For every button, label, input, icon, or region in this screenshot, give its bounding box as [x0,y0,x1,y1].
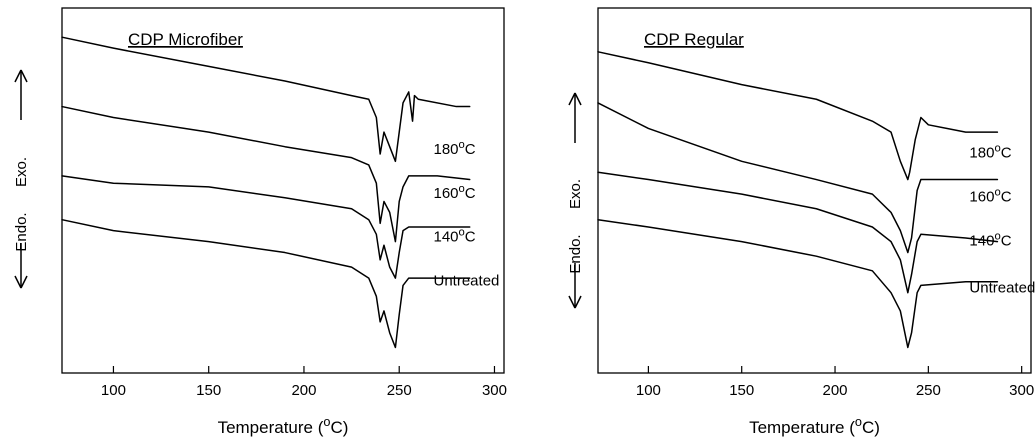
dsc-curve [62,107,470,242]
exo-label: Exo. [13,157,30,187]
x-tick-label: 300 [482,382,507,399]
series-label: 160oC [969,186,1011,205]
series-label: 160oC [434,183,476,202]
x-axis-label: Temperature (oC) [218,414,349,438]
x-tick-label: 250 [916,382,941,399]
x-tick-label: 300 [1009,382,1034,399]
series-label: 140oC [434,227,476,246]
dsc-curve [598,172,997,292]
chart-title: CDP Microfiber [128,30,243,49]
series-label: 140oC [969,230,1011,249]
chart-panel: CDP Microfiber 100 150 200 250 300 Temperature… [13,8,507,437]
x-tick-label: 200 [291,382,316,399]
series-label: 180oC [434,139,476,158]
dsc-curve [598,103,997,253]
dsc-curve [62,176,470,278]
x-axis-label: Temperature (oC) [749,414,880,438]
series-label: 180oC [969,143,1011,162]
chart-title: CDP Regular [644,30,744,49]
series-label: Untreated [969,280,1035,297]
y-axis-direction-label: Exo.Endo. [567,93,584,308]
x-tick-label: 100 [636,382,661,399]
x-tick-label: 150 [196,382,221,399]
dsc-curve [598,52,997,180]
dsc-curve [598,220,997,348]
series-label: Untreated [434,272,500,289]
dsc-curve [62,220,470,348]
x-tick-label: 200 [823,382,848,399]
x-tick-label: 100 [101,382,126,399]
chart-panel: CDP Regular 100 150 200 250 300 Temperature (o… [567,8,1035,437]
exo-label: Exo. [567,179,584,209]
plot-frame [598,8,1031,373]
x-tick-label: 250 [387,382,412,399]
y-axis-direction-label: Exo.Endo. [13,70,30,288]
x-tick-label: 150 [729,382,754,399]
